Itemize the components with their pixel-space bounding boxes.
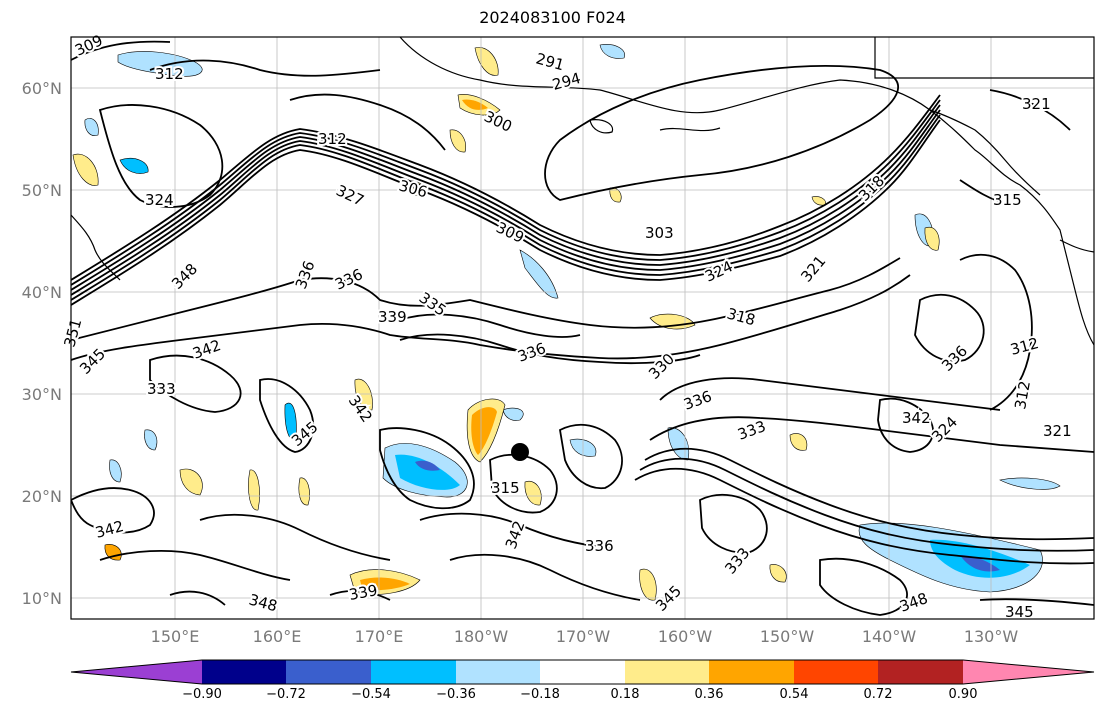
lon-label: 130°W xyxy=(964,627,1019,646)
lat-label: 30°N xyxy=(22,385,62,404)
contour-label: 321 xyxy=(1022,95,1051,113)
lat-label: 50°N xyxy=(22,181,62,200)
lat-label: 60°N xyxy=(22,79,62,98)
map-frame xyxy=(70,36,1095,620)
colorbar-tick: 0.36 xyxy=(695,687,724,702)
cyclone-marker-icon xyxy=(511,443,529,461)
contour-label: 339 xyxy=(378,308,407,326)
lat-label: 10°N xyxy=(22,589,62,608)
colorbar-segment xyxy=(202,660,286,684)
colorbar-segment xyxy=(456,660,540,684)
colorbar-tick-labels: −0.90 −0.72 −0.54 −0.36 −0.18 0.18 0.36 … xyxy=(182,687,977,702)
coastlines xyxy=(71,37,1094,346)
contour-label: 321 xyxy=(1043,422,1072,440)
colorbar-segment xyxy=(625,660,709,684)
lat-label: 20°N xyxy=(22,487,62,506)
contour-label: 333 xyxy=(147,380,176,398)
longitude-labels: 150°E 160°E 170°E 180°W 170°W 160°W 150°… xyxy=(151,627,1019,646)
lon-label: 180°W xyxy=(454,627,509,646)
colorbar-tick: −0.90 xyxy=(182,687,222,702)
colorbar-segment xyxy=(794,660,878,684)
colorbar-tick: −0.72 xyxy=(266,687,306,702)
contour-label: 336 xyxy=(585,537,614,555)
contour-label: 303 xyxy=(645,224,674,242)
lon-label: 150°W xyxy=(760,627,815,646)
contour-lines xyxy=(71,40,1094,616)
lon-label: 140°W xyxy=(862,627,917,646)
latitude-labels: 60°N 50°N 40°N 30°N 20°N 10°N xyxy=(22,79,62,608)
colorbar xyxy=(70,659,1095,685)
shaded-field xyxy=(72,44,1061,601)
colorbar-segment xyxy=(709,660,794,684)
colorbar-tick: 0.72 xyxy=(864,687,893,702)
contour-label: 345 xyxy=(1005,603,1034,621)
contour-label: 315 xyxy=(491,479,520,497)
contour-label: 324 xyxy=(145,191,174,209)
colorbar-tick: −0.36 xyxy=(436,687,476,702)
contour-label: 342 xyxy=(902,409,931,427)
contour-label: 312 xyxy=(318,130,347,148)
lon-label: 160°E xyxy=(253,627,302,646)
colorbar-tick: 0.18 xyxy=(611,687,640,702)
lon-label: 170°W xyxy=(556,627,611,646)
colorbar-segment xyxy=(963,660,1094,684)
map-title: 2024083100 F024 xyxy=(479,8,626,27)
colorbar-segment xyxy=(878,660,963,684)
colorbar-tick: −0.18 xyxy=(520,687,560,702)
colorbar-segment xyxy=(540,660,625,684)
lon-label: 150°E xyxy=(151,627,200,646)
colorbar-segment xyxy=(371,660,456,684)
lon-label: 170°E xyxy=(355,627,404,646)
colorbar-tick: −0.54 xyxy=(351,687,391,702)
colorbar-outline xyxy=(70,659,1095,685)
colorbar-tick: 0.90 xyxy=(949,687,978,702)
colorbar-segment xyxy=(286,660,371,684)
lon-label: 160°W xyxy=(658,627,713,646)
contour-label: 312 xyxy=(155,65,184,83)
contour-label: 315 xyxy=(993,191,1022,209)
lat-label: 40°N xyxy=(22,283,62,302)
colorbar-tick: 0.54 xyxy=(780,687,809,702)
colorbar-segment xyxy=(71,660,202,684)
gridlines xyxy=(71,37,1094,619)
